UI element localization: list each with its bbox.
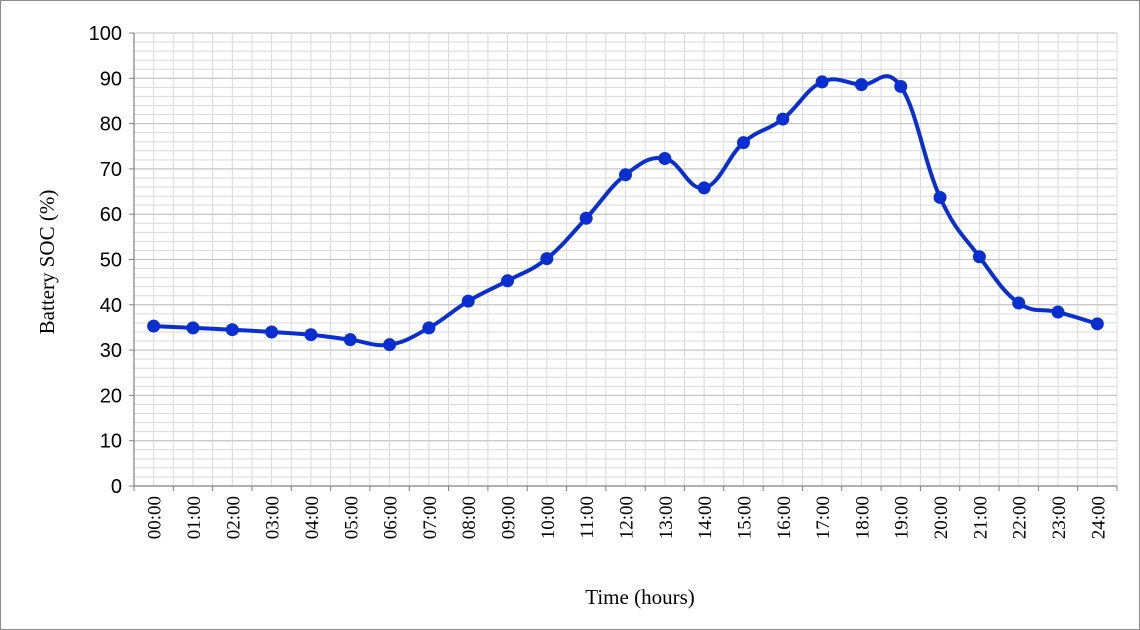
x-tick-label: 15:00 (734, 496, 755, 539)
y-tick-label: 100 (89, 23, 122, 45)
data-point (776, 112, 790, 126)
data-point (147, 319, 161, 333)
data-point (540, 252, 554, 266)
data-point (736, 136, 750, 150)
y-tick-label: 60 (100, 204, 122, 226)
data-point (265, 325, 279, 339)
x-tick-label: 22:00 (1010, 496, 1031, 539)
y-tick-label: 40 (100, 295, 122, 317)
x-tick-label: 00:00 (145, 496, 166, 539)
x-tick-label: 07:00 (420, 496, 441, 539)
x-tick-label: 02:00 (223, 496, 244, 539)
data-point (501, 274, 515, 288)
x-tick-label: 24:00 (1088, 496, 1109, 539)
data-point (225, 323, 239, 337)
data-point (461, 294, 475, 308)
x-tick-label: 19:00 (892, 496, 913, 539)
data-point (894, 79, 908, 93)
data-point (383, 338, 397, 352)
y-tick-label: 70 (100, 159, 122, 181)
data-point (1012, 296, 1026, 310)
data-point (933, 190, 947, 204)
x-tick-label: 06:00 (381, 496, 402, 539)
x-tick-labels: 00:00 01:00 02:00 03:00 04:00 05:00 06:00 07:00… (145, 496, 1110, 539)
x-tick-label: 23:00 (1049, 496, 1070, 539)
x-tick-label: 16:00 (774, 496, 795, 539)
y-tick-label: 10 (100, 431, 122, 453)
data-point (422, 321, 436, 335)
data-point (815, 75, 829, 89)
data-point (304, 328, 318, 342)
y-tick-label: 30 (100, 340, 122, 362)
x-tick-label: 17:00 (813, 496, 834, 539)
data-point (1051, 305, 1065, 319)
x-tick-label: 08:00 (459, 496, 480, 539)
data-point (854, 78, 868, 92)
major-gridlines (134, 32, 1117, 487)
x-tick-label: 18:00 (852, 496, 873, 539)
data-point (619, 168, 632, 182)
x-axis-label: Time (hours) (585, 585, 694, 609)
x-tick-label: 10:00 (538, 496, 559, 539)
x-tick-label: 05:00 (341, 496, 362, 539)
x-tick-label: 14:00 (695, 496, 716, 539)
data-point (579, 211, 593, 225)
y-tick-label: 80 (100, 114, 122, 136)
data-series (147, 74, 1104, 352)
x-tick-label: 20:00 (931, 496, 952, 539)
y-tick-label: 0 (111, 476, 122, 498)
x-tick-label: 01:00 (184, 496, 205, 539)
y-tick-label: 20 (100, 385, 122, 407)
data-point (343, 333, 357, 347)
y-tick-labels: 0 10 20 30 40 50 60 70 80 90 100 (89, 23, 122, 498)
data-point (1090, 317, 1104, 331)
data-point (186, 321, 200, 335)
x-tick-label: 11:00 (577, 496, 598, 539)
x-tick-label: 21:00 (970, 496, 991, 539)
y-axis-label: Battery SOC (%) (35, 190, 59, 335)
data-point (972, 250, 986, 264)
y-tick-label: 90 (100, 68, 122, 90)
x-tick-label: 03:00 (263, 496, 284, 539)
y-tick-label: 50 (100, 250, 122, 272)
axes (129, 32, 1118, 491)
x-tick-label: 04:00 (302, 496, 323, 539)
data-point (658, 151, 672, 165)
data-point (697, 181, 711, 195)
x-tick-label: 13:00 (656, 496, 677, 539)
x-tick-label: 12:00 (617, 496, 638, 539)
x-tick-label: 09:00 (499, 496, 520, 539)
